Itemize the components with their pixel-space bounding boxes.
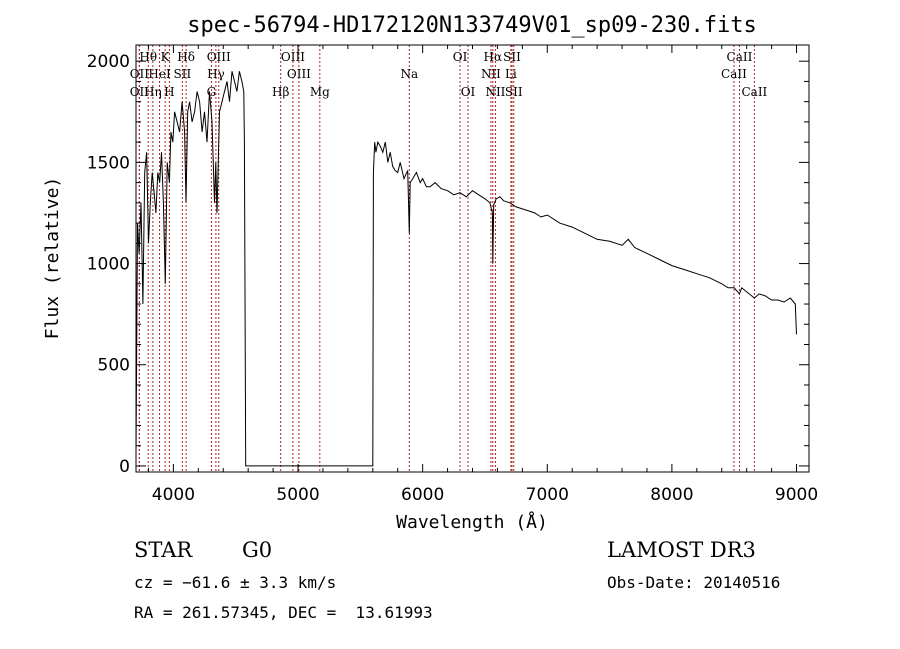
x-tick-label: 8000 (650, 485, 693, 505)
emission-line-label: OI (453, 50, 468, 64)
x-tick-label: 6000 (401, 485, 444, 505)
chart-title: spec-56794-HD172120N133749V01_sp09-230.f… (187, 13, 757, 38)
emission-line-markers (138, 45, 755, 472)
x-tick-label: 7000 (526, 485, 569, 505)
x-axis-title: Wavelength (Å) (396, 511, 548, 533)
emission-line-label: Hδ (177, 50, 195, 64)
y-tick-label: 1000 (87, 255, 130, 275)
emission-line-label: Hθ (139, 50, 157, 64)
y-axis-ticks: 0 500 1000 1500 2000 (87, 52, 809, 477)
emission-line-label: CaII (727, 50, 753, 64)
x-tick-label: 5000 (276, 485, 319, 505)
emission-line-label: Hα (484, 50, 503, 64)
subclass: G0 (242, 538, 273, 562)
emission-line-label: Li (505, 67, 517, 81)
observation-date: Obs-Date: 20140516 (607, 573, 781, 592)
emission-line-label: CaII (741, 85, 767, 99)
emission-line-label: H (164, 85, 174, 99)
object-class: STAR (134, 538, 193, 562)
x-axis-ticks: 4000 5000 6000 7000 8000 9000 (147, 45, 818, 505)
emission-line-label: OII (130, 85, 150, 99)
emission-line-label: NII (481, 67, 501, 81)
y-tick-label: 500 (98, 356, 130, 376)
redshift-velocity: cz = −61.6 ± 3.3 km/s (134, 573, 337, 592)
emission-line-label: Hγ (207, 67, 225, 81)
x-tick-label: 4000 (152, 485, 195, 505)
emission-line-label: Na (400, 67, 418, 81)
emission-line-label: OI (461, 85, 476, 99)
emission-line-label: SII (174, 67, 192, 81)
emission-line-label: HeI (148, 67, 171, 81)
y-axis-title: Flux (relative) (42, 177, 63, 340)
emission-line-label: OII (130, 67, 150, 81)
plot-frame (135, 44, 810, 473)
spectrum-series-line (135, 71, 797, 467)
emission-line-label: G (207, 85, 217, 99)
emission-line-label: Mg (310, 85, 330, 99)
y-tick-label: 1500 (87, 153, 130, 173)
emission-line-label: OIII (281, 50, 305, 64)
emission-line-label: NII (485, 85, 505, 99)
emission-line-label: OIII (287, 67, 311, 81)
emission-line-label: Hη (144, 85, 162, 99)
x-tick-label: 9000 (775, 485, 818, 505)
survey-label: LAMOST DR3 (607, 538, 756, 562)
y-tick-label: 0 (119, 457, 130, 477)
coordinates: RA = 261.57345, DEC = 13.61993 (134, 603, 433, 622)
emission-line-label: SII (503, 50, 521, 64)
emission-line-label: Hβ (272, 85, 289, 99)
emission-line-label: OIII (207, 50, 231, 64)
y-tick-label: 2000 (87, 52, 130, 72)
emission-line-label: K (161, 50, 171, 64)
emission-line-label: CaII (721, 67, 747, 81)
emission-line-label: SII (505, 85, 523, 99)
